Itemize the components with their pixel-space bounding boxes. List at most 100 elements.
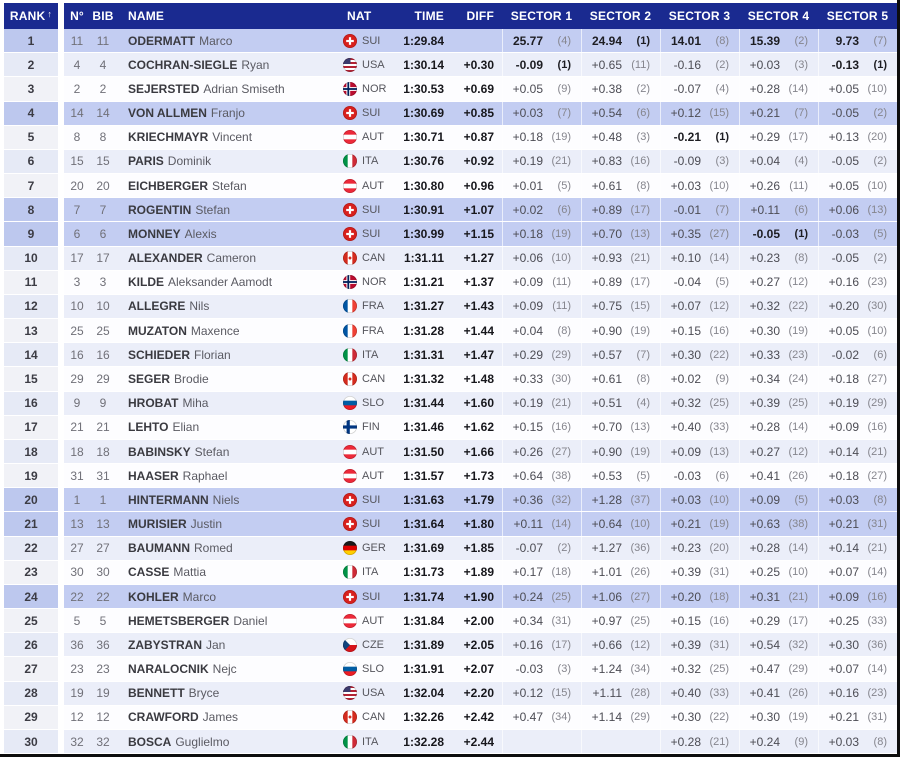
result-row[interactable]: 8 7 7 ROGENTIN Stefan SUI 1:30.91 +1.07 +0.02 (6)… (4, 198, 897, 223)
sector2-cell: +0.54 (6) (581, 101, 660, 125)
nat-cell: AUT (335, 609, 397, 632)
sector3-cell: +0.21 (19) (660, 512, 739, 536)
sector1-cell: +0.02 (6) (502, 198, 581, 222)
sector4-cell: +0.41 (26) (739, 681, 818, 705)
result-row[interactable]: 3 2 2 SEJERSTED Adrian Smiseth NOR 1:30.53 +0.6… (4, 77, 897, 102)
sector-value: +0.03 (512, 106, 543, 121)
result-row[interactable]: 1 11 11 ODERMATT Marco SUI 1:29.84 25.77 (4) 24.9… (4, 29, 897, 54)
sector-value: +0.25 (828, 613, 859, 628)
sector5-cell: 9.73 (7) (818, 29, 897, 53)
sector-value: +0.16 (828, 686, 859, 701)
sector-value: +0.30 (670, 710, 701, 725)
sector-value: +0.02 (670, 371, 701, 386)
start-number-cell: 20 (70, 178, 84, 193)
sector-value: +0.14 (828, 444, 859, 459)
sector4-cell: +0.24 (9) (739, 729, 818, 754)
result-row[interactable]: 12 10 10 ALLEGRE Nils FRA 1:31.27 +1.43 +0.09 (11… (4, 294, 897, 320)
result-row[interactable]: 9 6 6 MONNEY Alexis SUI 1:30.99 +1.15 +0.18 (19) +… (4, 222, 897, 247)
athlete-surname: ODERMATT (128, 33, 196, 48)
column-divider (58, 77, 64, 101)
flag-nor-icon (343, 275, 357, 290)
start-number-cell: 7 (73, 202, 81, 217)
sector-value: +0.35 (670, 226, 701, 241)
sector2-cell: +0.70 (13) (581, 222, 660, 246)
sector5-cell: -0.13 (1) (818, 53, 897, 77)
result-row[interactable]: 6 15 15 PARIS Dominik ITA 1:30.76 +0.92 +0.19 (21… (4, 149, 897, 175)
sector2-cell: 24.94 (1) (581, 29, 660, 53)
result-row[interactable]: 15 29 29 SEGER Brodie CAN 1:31.32 +1.48 +0.33 (30… (4, 367, 897, 392)
result-row[interactable]: 25 5 5 HEMETSBERGER Daniel AUT 1:31.84 +2.00 +0.… (4, 609, 897, 634)
start-number-cell: 31 (70, 468, 84, 483)
result-row[interactable]: 4 14 14 VON ALLMEN Franjo SUI 1:30.69 +0.85 +0.0… (4, 101, 897, 126)
column-header-sector1: SECTOR 1 (510, 9, 573, 23)
sector-rank: (29) (551, 348, 571, 361)
result-row[interactable]: 14 16 16 SCHIEDER Florian ITA 1:31.31 +1.47 +0.2… (4, 343, 897, 368)
sector5-cell: +0.18 (27) (818, 367, 897, 391)
result-row[interactable]: 11 3 3 KILDE Aleksander Aamodt NOR 1:31.21 +1.3… (4, 270, 897, 295)
result-row[interactable]: 30 32 32 BOSCA Guglielmo ITA 1:32.28 +2.44 +0.28… (4, 729, 897, 755)
sector-value: -0.04 (673, 275, 701, 290)
result-row[interactable]: 5 8 8 KRIECHMAYR Vincent AUT 1:30.71 +0.87 +0.18… (4, 125, 897, 150)
time-cell: 1:31.31 (403, 347, 444, 362)
column-divider (58, 560, 64, 584)
sector-rank: (29) (867, 397, 887, 410)
sector1-cell: +0.18 (19) (502, 125, 581, 149)
sector-rank: (25) (630, 614, 650, 627)
rank-cell: 28 (4, 681, 58, 705)
result-row[interactable]: 18 18 18 BABINSKY Stefan AUT 1:31.50 +1.66 +0.26… (4, 439, 897, 465)
result-row[interactable]: 16 9 9 HROBAT Miha SLO 1:31.44 +1.60 +0.19 (21) +0… (4, 391, 897, 416)
column-header-sector2: SECTOR 2 (589, 9, 652, 23)
diff-cell: +1.47 (463, 347, 494, 362)
result-row[interactable]: 13 25 25 MUZATON Maxence FRA 1:31.28 +1.44 +0.04… (4, 319, 897, 344)
rank-cell: 19 (4, 464, 58, 488)
sector-value: +0.89 (591, 275, 622, 290)
result-row[interactable]: 21 13 13 MURISIER Justin SUI 1:31.64 +1.80 +0.11… (4, 512, 897, 537)
diff-cell (452, 29, 502, 52)
time-cell: 1:31.69 (403, 541, 444, 556)
sector-rank: (27) (709, 227, 729, 240)
sector-rank: (13) (630, 421, 650, 434)
nat-cell: CAN (335, 367, 397, 390)
sector3-cell: -0.01 (7) (660, 198, 739, 222)
result-row[interactable]: 2 4 4 COCHRAN-SIEGLE Ryan USA 1:30.14 +0.30 -0.0… (4, 53, 897, 78)
result-row[interactable]: 17 21 21 LEHTO Elian FIN 1:31.46 +1.62 +0.15 (16)… (4, 415, 897, 440)
result-row[interactable]: 22 27 27 BAUMANN Romed GER 1:31.69 +1.85 -0.07 (2… (4, 536, 897, 561)
result-row[interactable]: 19 31 31 HAASER Raphael AUT 1:31.57 +1.73 +0.64 (… (4, 464, 897, 489)
result-row[interactable]: 23 30 30 CASSE Mattia ITA 1:31.73 +1.89 +0.17 (18… (4, 560, 897, 585)
sector-rank: (8) (557, 324, 571, 337)
sector-rank: (4) (557, 34, 571, 47)
table-header-row: RANK ↑ N° BIB NAME NAT TIME DIFF SECTOR 1… (4, 3, 897, 29)
sector2-cell: +1.24 (34) (581, 657, 660, 681)
result-row[interactable]: 26 36 36 ZABYSTRAN Jan CZE 1:31.89 +2.05 +0.16 (1… (4, 633, 897, 658)
sector-rank: (17) (551, 638, 571, 651)
sector-value: -0.09 (673, 154, 701, 169)
result-row[interactable]: 10 17 17 ALEXANDER Cameron CAN 1:31.11 +1.27 +0.… (4, 246, 897, 271)
sector-value: +0.12 (670, 106, 701, 121)
rank-cell: 4 (4, 101, 58, 125)
sector-rank: (27) (867, 469, 887, 482)
result-row[interactable]: 28 19 19 BENNETT Bryce USA 1:32.04 +2.20 +0.12 (1… (4, 681, 897, 706)
sector-value: +0.15 (670, 323, 701, 338)
athlete-name: HROBAT Miha (116, 392, 335, 415)
result-row[interactable]: 24 22 22 KOHLER Marco SUI 1:31.74 +1.90 +0.24 (25… (4, 584, 897, 610)
athlete-surname: PARIS (128, 154, 164, 169)
athlete-name: BABINSKY Stefan (116, 440, 335, 463)
diff-cell: +2.07 (463, 662, 494, 677)
sector-value: +1.06 (591, 589, 622, 604)
sector4-cell: +0.41 (26) (739, 464, 818, 488)
column-header-rank[interactable]: RANK ↑ (4, 3, 58, 29)
nat-cell: ITA (335, 730, 397, 753)
athlete-name: NARALOCNIK Nejc (116, 657, 335, 680)
column-divider (58, 294, 64, 319)
sector-rank: (10) (709, 493, 729, 506)
sector-value: +0.03 (828, 492, 859, 507)
sector-value: -0.07 (515, 541, 543, 556)
result-row[interactable]: 20 1 1 HINTERMANN Niels SUI 1:31.63 +1.79 +0.36 (… (4, 488, 897, 513)
sector5-cell: +0.14 (21) (818, 439, 897, 464)
result-row[interactable]: 29 12 12 CRAWFORD James CAN 1:32.26 +2.42 +0.47 (… (4, 705, 897, 730)
result-row[interactable]: 7 20 20 EICHBERGER Stefan AUT 1:30.80 +0.96 +0.0… (4, 174, 897, 199)
nat-code: ITA (362, 566, 379, 579)
sector-value: +0.89 (591, 202, 622, 217)
flag-aut-icon (343, 130, 357, 145)
result-row[interactable]: 27 23 23 NARALOCNIK Nejc SLO 1:31.91 +2.07 -0.03… (4, 657, 897, 682)
